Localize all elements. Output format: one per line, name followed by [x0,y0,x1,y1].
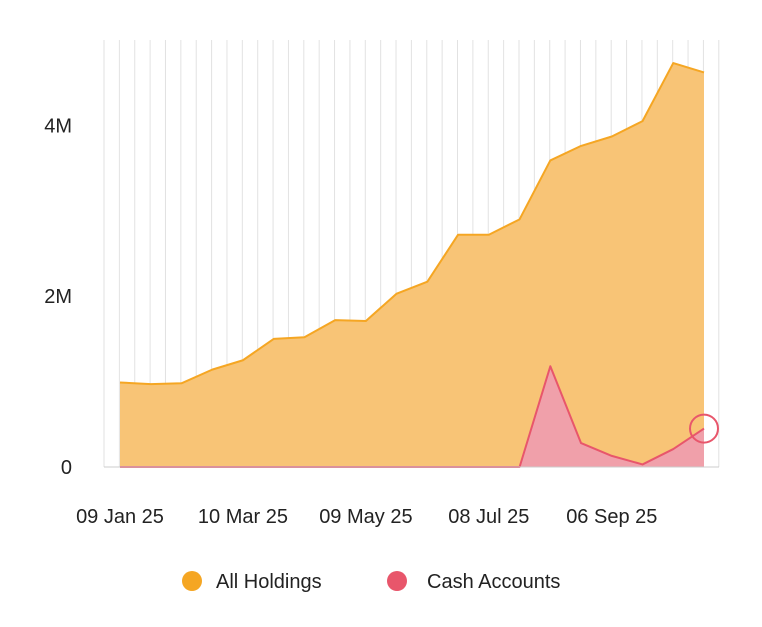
y-tick-label: 0 [61,457,72,479]
point-cash-accounts[interactable] [548,364,552,368]
point-cash-accounts[interactable] [579,441,583,445]
area-cash-accounts [120,366,704,467]
point-all-holdings[interactable] [302,335,306,339]
point-all-holdings[interactable] [579,144,583,148]
x-tick-label: 09 Jan 25 [76,506,164,528]
legend-marker-all-holdings[interactable] [182,571,202,591]
point-all-holdings[interactable] [179,381,183,385]
y-tick-label: 2M [44,286,72,308]
point-all-holdings[interactable] [364,319,368,323]
legend-label-cash-accounts[interactable]: Cash Accounts [427,571,560,593]
legend: All Holdings Cash Accounts [182,571,560,593]
point-all-holdings[interactable] [149,382,153,386]
x-tick-label: 09 May 25 [319,506,412,528]
legend-label-all-holdings[interactable]: All Holdings [216,571,322,593]
point-all-holdings[interactable] [210,368,214,372]
point-all-holdings[interactable] [548,158,552,162]
point-all-holdings[interactable] [333,318,337,322]
point-all-holdings[interactable] [487,233,491,237]
point-all-holdings[interactable] [118,380,122,384]
highlight-marker[interactable] [689,413,719,444]
point-all-holdings[interactable] [702,70,706,74]
x-tick-label: 10 Mar 25 [198,506,288,528]
point-cash-accounts[interactable] [671,447,675,451]
point-all-holdings[interactable] [241,358,245,362]
x-tick-label: 06 Sep 25 [566,506,657,528]
series-areas [118,61,719,468]
point-all-holdings[interactable] [518,217,522,221]
point-all-holdings[interactable] [272,337,276,341]
point-all-holdings[interactable] [425,280,429,284]
area-all-holdings [120,63,704,468]
y-tick-label: 4M [44,115,72,137]
legend-marker-cash-accounts[interactable] [387,571,407,591]
point-all-holdings[interactable] [641,119,645,123]
x-tick-label: 08 Jul 25 [448,506,529,528]
axes: 0 2M 4M 09 Jan 25 10 Mar 25 09 May 25 08 Jul 2… [44,115,719,528]
point-all-holdings[interactable] [395,292,399,296]
point-cash-accounts[interactable] [610,454,614,458]
line-all-holdings[interactable] [119,62,705,386]
point-all-holdings[interactable] [671,61,675,65]
point-all-holdings[interactable] [456,233,460,237]
point-all-holdings[interactable] [610,135,614,139]
point-cash-accounts[interactable] [702,427,706,431]
point-cash-accounts[interactable] [641,462,645,466]
